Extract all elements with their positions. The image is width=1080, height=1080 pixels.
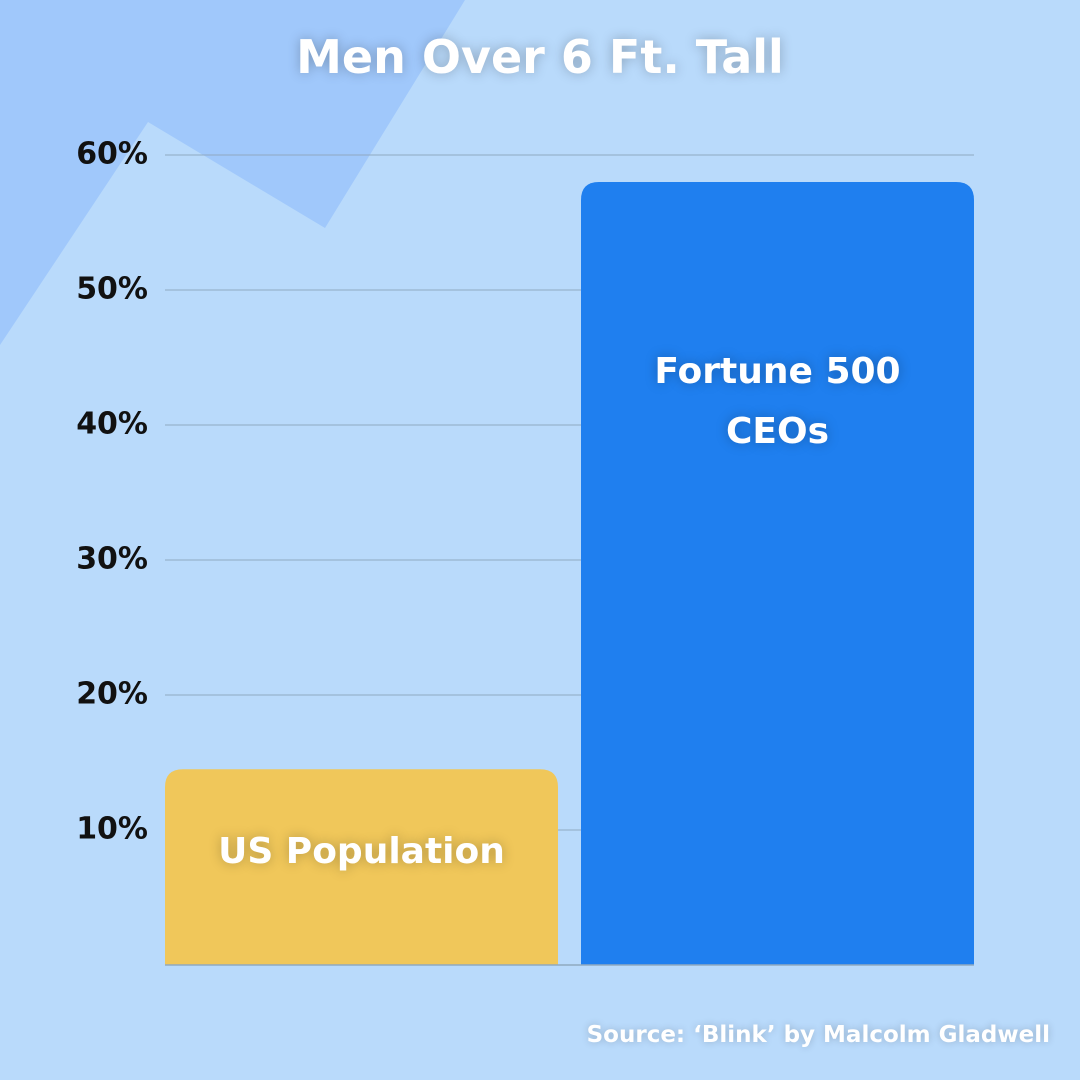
- category-label: Fortune 500 CEOs: [654, 351, 901, 452]
- chart-title: Men Over 6 Ft. Tall: [296, 30, 784, 84]
- y-tick-label: 50%: [76, 272, 148, 307]
- y-tick-label: 20%: [76, 677, 148, 712]
- source-note: Source: ‘Blink’ by Malcolm Gladwell: [586, 1022, 1050, 1048]
- bar: [165, 769, 558, 965]
- background-shape: [0, 0, 465, 345]
- y-tick-label: 40%: [76, 407, 148, 442]
- y-tick-label: 30%: [76, 542, 148, 577]
- category-label: US Population: [218, 831, 505, 873]
- y-tick-label: 10%: [76, 812, 148, 847]
- y-tick-label: 60%: [76, 137, 148, 172]
- bar: [581, 182, 974, 965]
